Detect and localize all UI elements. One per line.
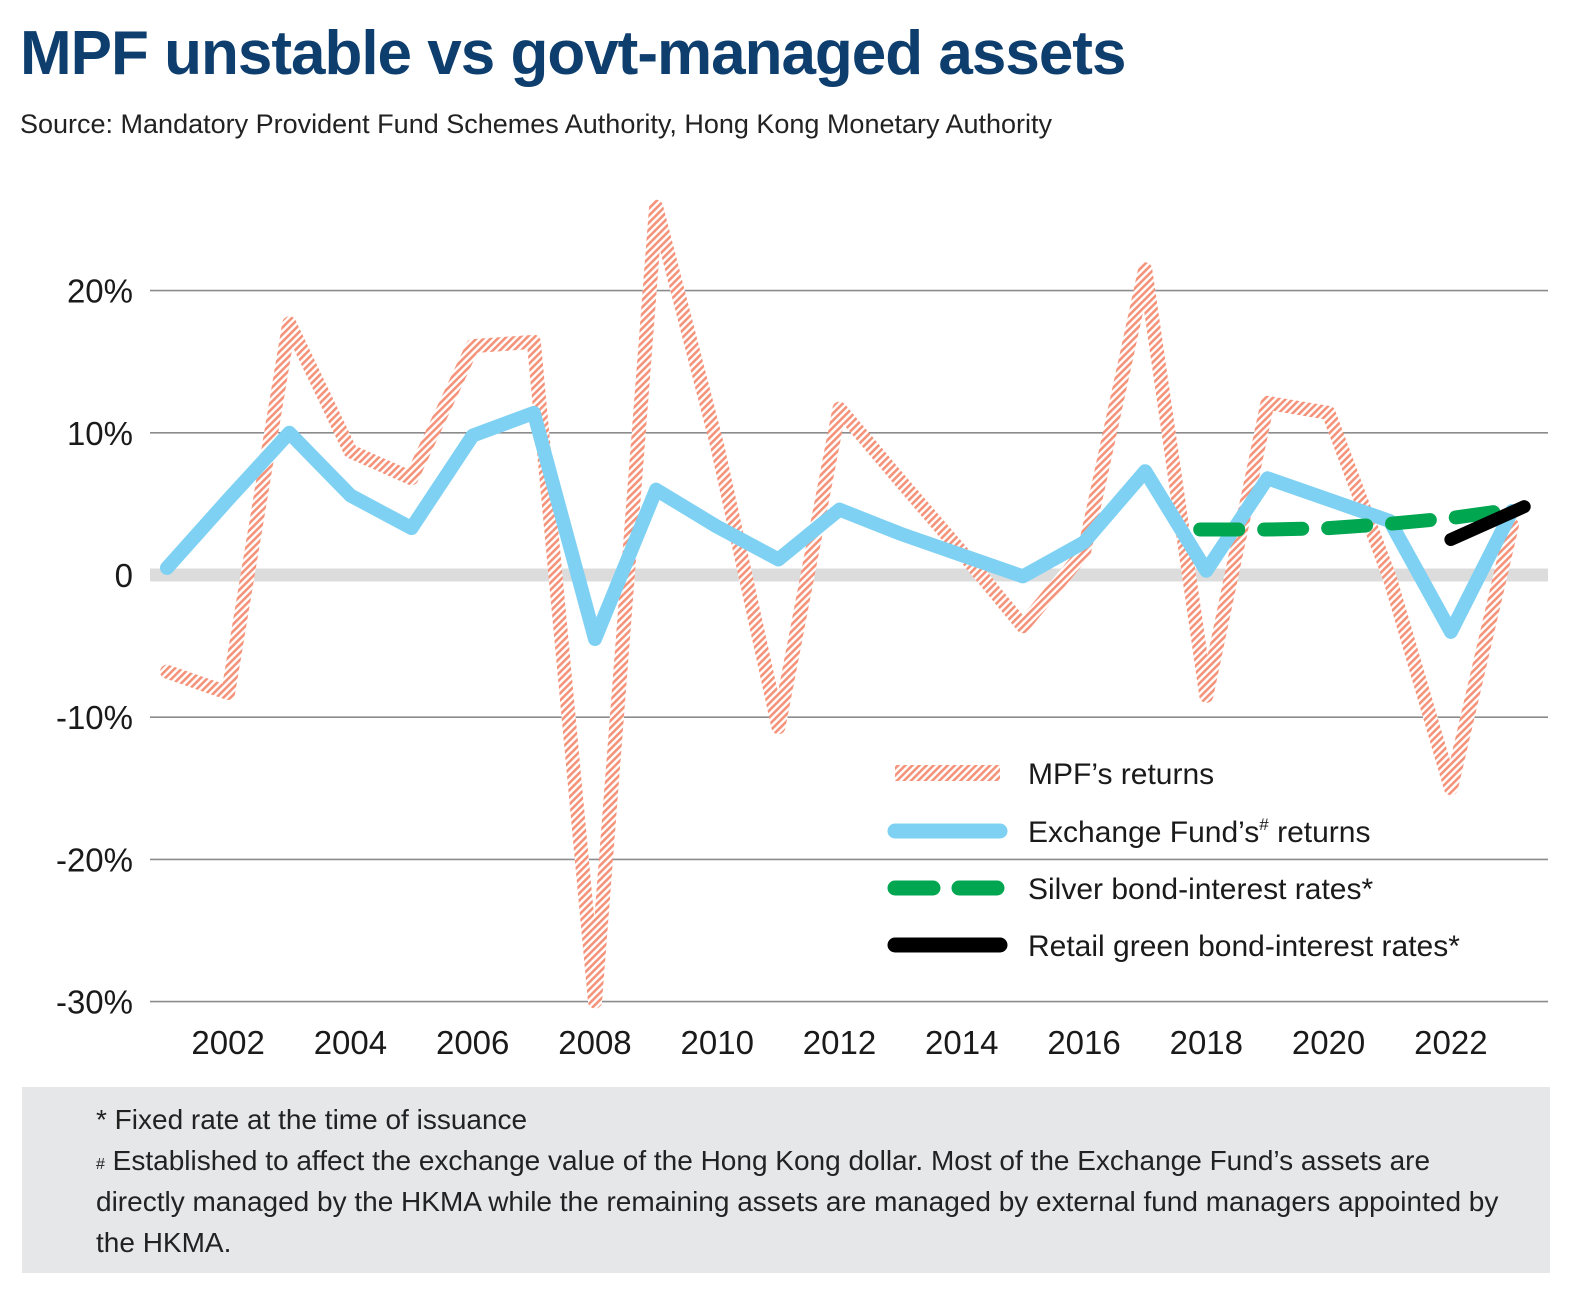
- x-tick-label: 2004: [314, 1024, 387, 1061]
- x-tick-label: 2006: [436, 1024, 509, 1061]
- legend-swatch-mpf: [895, 765, 1000, 781]
- x-tick-label: 2016: [1047, 1024, 1120, 1061]
- x-tick-label: 2022: [1414, 1024, 1487, 1061]
- footnote-exchange-fund: # Established to affect the exchange val…: [96, 1140, 1510, 1263]
- footnote-exchange-fund-text: Established to affect the exchange value…: [96, 1145, 1499, 1258]
- y-tick-label: 20%: [67, 273, 133, 310]
- series-mpf-returns: [160, 199, 1519, 1009]
- x-tick-label: 2012: [803, 1024, 876, 1061]
- y-tick-label: -10%: [56, 699, 133, 736]
- x-tick-label: 2002: [191, 1024, 264, 1061]
- line-chart: 20% 10% 0 -10% -20% -30% 2002 2004 2006 2008 2010…: [56, 199, 1548, 1061]
- series-silver-bond-rates: [1193, 502, 1519, 537]
- series-lines: [160, 199, 1531, 1009]
- y-tick-label: 0: [115, 557, 133, 594]
- legend: MPF’s returns Exchange Fund’s# returns Sil…: [887, 758, 1460, 963]
- series-retail-green-bond-rates: [1444, 500, 1531, 546]
- legend-mpf-label: MPF’s returns: [1028, 758, 1214, 791]
- footnote-fixed-rate: * Fixed rate at the time of issuance: [96, 1104, 528, 1135]
- y-tick-label: 10%: [67, 415, 133, 452]
- chart-source: Source: Mandatory Provident Fund Schemes…: [20, 109, 1053, 139]
- y-tick-label: -20%: [56, 841, 133, 878]
- chart-title: MPF unstable vs govt-managed assets: [20, 19, 1126, 88]
- x-tick-label: 2010: [681, 1024, 754, 1061]
- x-tick-label: 2020: [1292, 1024, 1365, 1061]
- footnote-hash-mark: #: [96, 1156, 105, 1173]
- legend-exchange-fund-label: Exchange Fund’s# returns: [1028, 815, 1370, 849]
- y-tick-label: -30%: [56, 984, 133, 1021]
- footnote-box: * Fixed rate at the time of issuance # E…: [22, 1087, 1550, 1273]
- legend-retail-green-bond-label: Retail green bond-interest rates*: [1028, 930, 1460, 963]
- grid-lines: [150, 289, 1548, 1003]
- series-exchange-fund-returns: [160, 405, 1519, 646]
- x-tick-label: 2008: [558, 1024, 631, 1061]
- y-axis-ticks: 20% 10% 0 -10% -20% -30%: [56, 273, 133, 1021]
- x-axis-ticks: 2002 2004 2006 2008 2010 2012 2014 2016 2018 2020…: [191, 1024, 1487, 1061]
- x-tick-label: 2018: [1170, 1024, 1243, 1061]
- legend-silver-bond-label: Silver bond-interest rates*: [1028, 873, 1373, 906]
- x-tick-label: 2014: [925, 1024, 998, 1061]
